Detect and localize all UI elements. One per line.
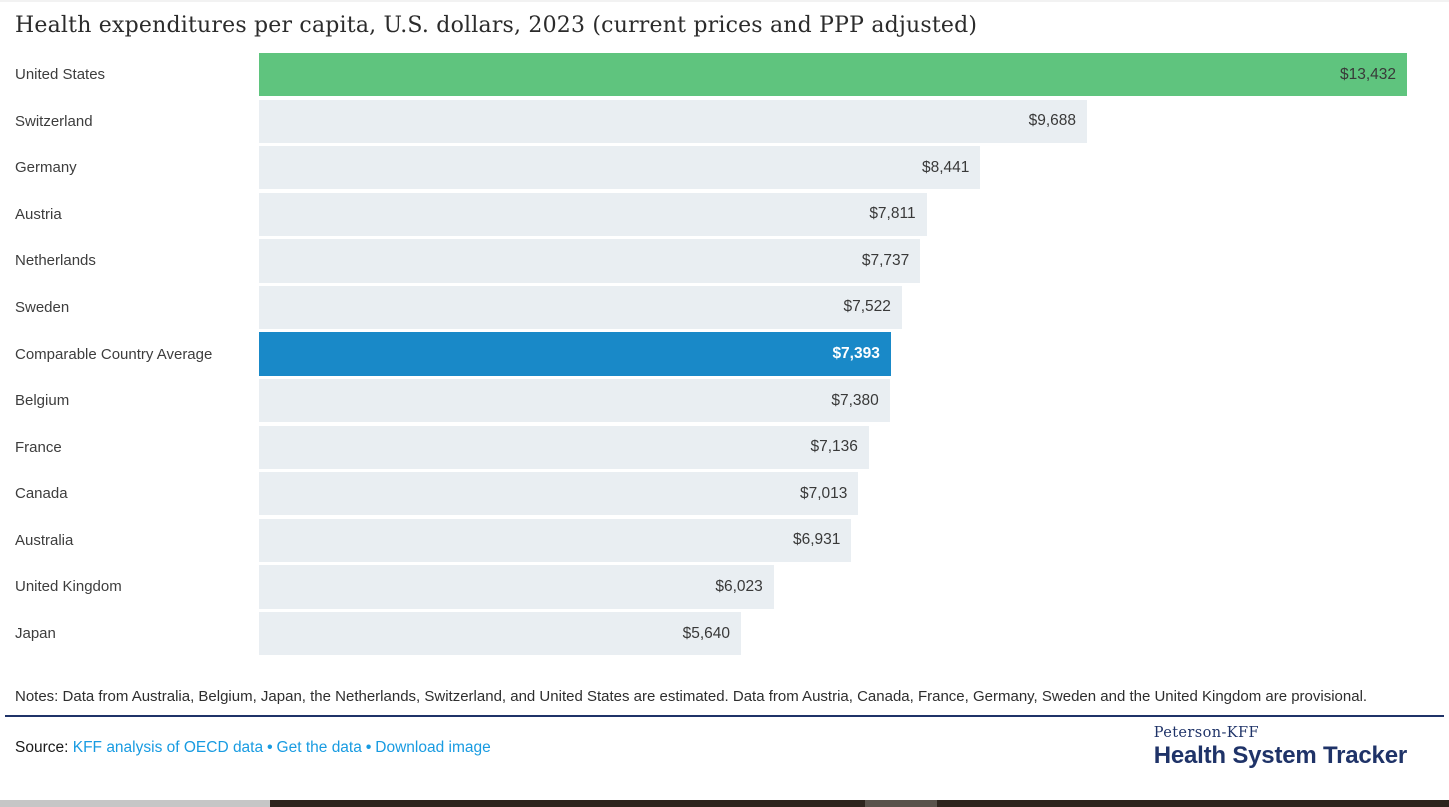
- dot-separator: •: [267, 739, 273, 757]
- chart-row: Netherlands $7,737: [0, 239, 1449, 283]
- bar-track: $7,811: [259, 192, 1407, 236]
- category-label: Sweden: [15, 298, 70, 316]
- bottom-strip-mid-segment: [865, 800, 937, 807]
- bar-united-kingdom[interactable]: $6,023: [259, 565, 774, 609]
- category-label: Switzerland: [15, 112, 93, 130]
- category-label: Australia: [15, 531, 74, 549]
- bar-sweden[interactable]: $7,522: [259, 285, 902, 330]
- category-label: United Kingdom: [15, 578, 122, 596]
- chart-row: Austria $7,811: [0, 192, 1449, 236]
- value-label: $7,811: [869, 205, 916, 223]
- bar-track: $7,393: [259, 332, 1407, 376]
- value-label: $5,640: [682, 624, 731, 642]
- value-label: $9,688: [1028, 112, 1076, 130]
- category-label: Comparable Country Average: [15, 345, 213, 363]
- category-label: Japan: [15, 625, 56, 643]
- bar-track: $7,380: [259, 379, 1407, 423]
- chart-row: Australia $6,931: [0, 518, 1449, 562]
- chart-row: Germany $8,441: [0, 146, 1449, 190]
- chart-row: United States $13,432: [0, 53, 1449, 97]
- source-link-kff-analysis[interactable]: KFF analysis of OECD data: [72, 739, 264, 757]
- value-label: $6,023: [715, 577, 763, 595]
- value-label: $7,393: [832, 345, 880, 363]
- chart-row: France $7,136: [0, 425, 1449, 469]
- category-label: Austria: [15, 205, 62, 223]
- bar-japan[interactable]: $5,640: [259, 611, 742, 656]
- bar-germany[interactable]: $8,441: [259, 146, 981, 190]
- bar-track: $7,737: [259, 239, 1407, 283]
- chart-notes: Notes: Data from Australia, Belgium, Jap…: [15, 688, 1368, 706]
- bar-netherlands[interactable]: $7,737: [259, 239, 921, 283]
- value-label: $7,136: [810, 438, 858, 456]
- value-label: $13,432: [1339, 65, 1396, 83]
- bar-australia[interactable]: $6,931: [259, 518, 852, 562]
- category-label: France: [15, 438, 62, 456]
- chart-footer: Source: KFF analysis of OECD data • Get th…: [5, 715, 1444, 770]
- get-the-data-link[interactable]: Get the data: [276, 739, 362, 757]
- value-label: $7,380: [831, 391, 879, 409]
- bar-track: $6,023: [259, 565, 1407, 609]
- bar-track: $7,136: [259, 425, 1407, 469]
- download-image-link[interactable]: Download image: [375, 739, 491, 757]
- value-label: $7,737: [861, 251, 910, 269]
- bottom-strip-left-segment: [0, 800, 270, 807]
- category-label: Netherlands: [15, 252, 96, 270]
- chart-row: Comparable Country Average $7,393: [0, 332, 1449, 376]
- value-label: $6,931: [792, 531, 841, 549]
- chart-row: Switzerland $9,688: [0, 99, 1449, 143]
- bar-comparable-country-average[interactable]: $7,393: [259, 332, 891, 376]
- logo-health-system-tracker: Health System Tracker: [1153, 742, 1407, 770]
- value-label: $7,522: [843, 298, 891, 316]
- logo-peterson-kff: Peterson-KFF: [1153, 725, 1259, 742]
- bar-track: $13,432: [259, 53, 1407, 97]
- bar-france[interactable]: $7,136: [259, 425, 869, 469]
- chart-title: Health expenditures per capita, U.S. dol…: [15, 13, 978, 38]
- bar-track: $9,688: [259, 99, 1407, 143]
- chart-row: Canada $7,013: [0, 472, 1449, 516]
- bar-track: $8,441: [259, 146, 1407, 190]
- category-label: Belgium: [15, 392, 70, 410]
- dot-separator: •: [365, 739, 372, 757]
- bar-belgium[interactable]: $7,380: [259, 379, 890, 423]
- chart-row: Belgium $7,380: [0, 379, 1449, 423]
- value-label: $7,013: [799, 484, 848, 502]
- source-prefix: Source:: [15, 739, 73, 757]
- bar-united-states[interactable]: $13,432: [259, 53, 1407, 97]
- chart-row: Sweden $7,522: [0, 285, 1449, 330]
- bar-track: $7,013: [259, 472, 1407, 516]
- bar-track: $6,931: [259, 518, 1407, 562]
- category-label: Canada: [15, 485, 68, 503]
- source-line: Source: KFF analysis of OECD data • Get th…: [5, 717, 491, 757]
- chart-row: United Kingdom $6,023: [0, 565, 1449, 609]
- bar-track: $5,640: [259, 611, 1407, 656]
- bar-chart: United States $13,432 Switzerland $9,688 Ger…: [0, 53, 1449, 656]
- bar-switzerland[interactable]: $9,688: [259, 99, 1087, 143]
- chart-row: Japan $5,640: [0, 611, 1449, 656]
- value-label: $8,441: [922, 158, 970, 176]
- bar-canada[interactable]: $7,013: [259, 472, 859, 516]
- health-system-tracker-logo[interactable]: Peterson-KFF Health System Tracker: [1154, 725, 1407, 770]
- bar-austria[interactable]: $7,811: [259, 192, 927, 236]
- bar-track: $7,522: [259, 285, 1407, 330]
- bottom-edge-strip: [0, 800, 1449, 807]
- category-label: United States: [15, 66, 106, 84]
- category-label: Germany: [15, 159, 77, 177]
